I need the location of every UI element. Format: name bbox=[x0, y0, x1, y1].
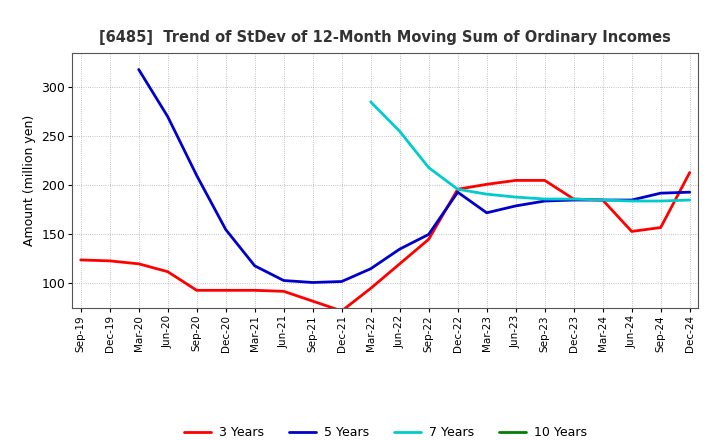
5 Years bbox=[163, 114, 172, 119]
5 Years bbox=[454, 190, 462, 195]
3 Years bbox=[482, 182, 491, 187]
3 Years bbox=[251, 288, 259, 293]
3 Years bbox=[366, 286, 375, 291]
5 Years bbox=[221, 227, 230, 232]
3 Years bbox=[570, 196, 578, 202]
3 Years bbox=[454, 187, 462, 192]
3 Years bbox=[76, 257, 85, 263]
3 Years bbox=[135, 261, 143, 267]
3 Years bbox=[279, 289, 288, 294]
3 Years bbox=[105, 258, 114, 264]
Line: 3 Years: 3 Years bbox=[81, 172, 690, 311]
5 Years bbox=[279, 278, 288, 283]
3 Years bbox=[657, 225, 665, 230]
5 Years bbox=[338, 279, 346, 284]
3 Years bbox=[308, 298, 317, 304]
7 Years bbox=[685, 198, 694, 203]
3 Years bbox=[511, 178, 520, 183]
3 Years bbox=[598, 198, 607, 203]
3 Years bbox=[192, 288, 201, 293]
3 Years bbox=[685, 170, 694, 175]
5 Years bbox=[685, 190, 694, 195]
7 Years bbox=[395, 128, 404, 134]
7 Years bbox=[541, 196, 549, 202]
5 Years bbox=[570, 198, 578, 203]
5 Years bbox=[192, 173, 201, 178]
7 Years bbox=[482, 191, 491, 197]
5 Years bbox=[135, 67, 143, 72]
3 Years bbox=[541, 178, 549, 183]
7 Years bbox=[657, 198, 665, 204]
5 Years bbox=[657, 191, 665, 196]
5 Years bbox=[366, 266, 375, 271]
5 Years bbox=[627, 198, 636, 203]
5 Years bbox=[598, 198, 607, 203]
Line: 7 Years: 7 Years bbox=[371, 102, 690, 201]
5 Years bbox=[541, 198, 549, 204]
7 Years bbox=[511, 194, 520, 200]
5 Years bbox=[308, 280, 317, 285]
7 Years bbox=[570, 196, 578, 202]
3 Years bbox=[424, 237, 433, 242]
3 Years bbox=[338, 308, 346, 314]
3 Years bbox=[221, 288, 230, 293]
3 Years bbox=[627, 229, 636, 234]
Title: [6485]  Trend of StDev of 12-Month Moving Sum of Ordinary Incomes: [6485] Trend of StDev of 12-Month Moving… bbox=[99, 29, 671, 45]
3 Years bbox=[395, 261, 404, 267]
5 Years bbox=[482, 210, 491, 216]
7 Years bbox=[598, 198, 607, 203]
3 Years bbox=[163, 269, 172, 274]
5 Years bbox=[424, 232, 433, 237]
5 Years bbox=[395, 246, 404, 252]
7 Years bbox=[454, 187, 462, 192]
5 Years bbox=[511, 203, 520, 209]
7 Years bbox=[424, 165, 433, 170]
Legend: 3 Years, 5 Years, 7 Years, 10 Years: 3 Years, 5 Years, 7 Years, 10 Years bbox=[179, 422, 592, 440]
5 Years bbox=[251, 263, 259, 268]
Y-axis label: Amount (million yen): Amount (million yen) bbox=[22, 115, 35, 246]
Line: 5 Years: 5 Years bbox=[139, 70, 690, 282]
7 Years bbox=[627, 198, 636, 204]
7 Years bbox=[366, 99, 375, 105]
